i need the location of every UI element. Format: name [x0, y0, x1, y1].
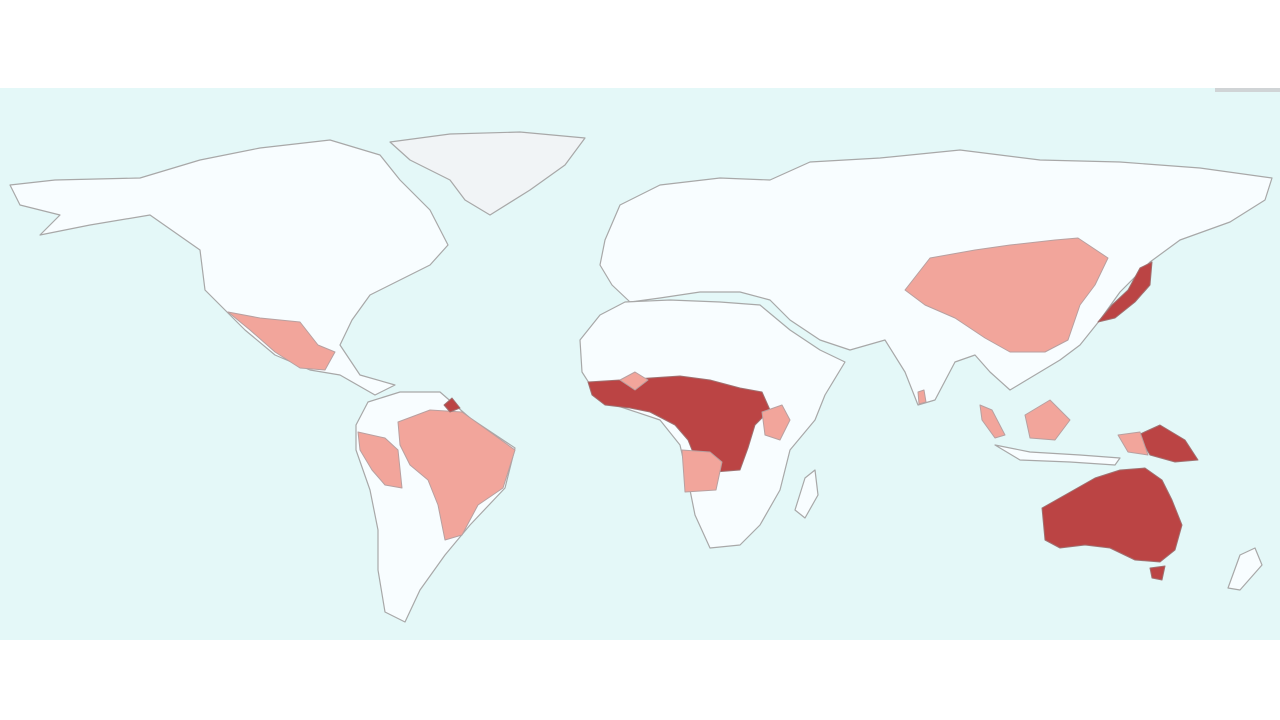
papua-new-guinea [1137, 424, 1199, 463]
japan [1097, 261, 1153, 323]
new-zealand [1227, 547, 1263, 591]
north-america [9, 139, 449, 396]
australia [1041, 467, 1183, 563]
tasmania [1149, 565, 1166, 581]
nigeria-north [619, 371, 649, 391]
peru [357, 431, 403, 489]
greenland [389, 131, 586, 216]
scroll-indicator [1215, 88, 1280, 92]
brazil [397, 409, 516, 541]
mexico [227, 311, 336, 371]
borneo [1024, 399, 1071, 441]
central-africa [587, 375, 771, 473]
china [904, 237, 1109, 353]
kenya [761, 404, 791, 441]
west-papua [1117, 431, 1149, 456]
madagascar [794, 469, 819, 519]
malaysia [979, 404, 1006, 439]
indonesia [994, 444, 1121, 466]
sri-lanka [917, 389, 927, 405]
guiana [443, 397, 461, 413]
angola [681, 449, 723, 493]
